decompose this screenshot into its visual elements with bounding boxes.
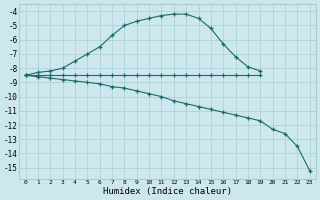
X-axis label: Humidex (Indice chaleur): Humidex (Indice chaleur) <box>103 187 232 196</box>
